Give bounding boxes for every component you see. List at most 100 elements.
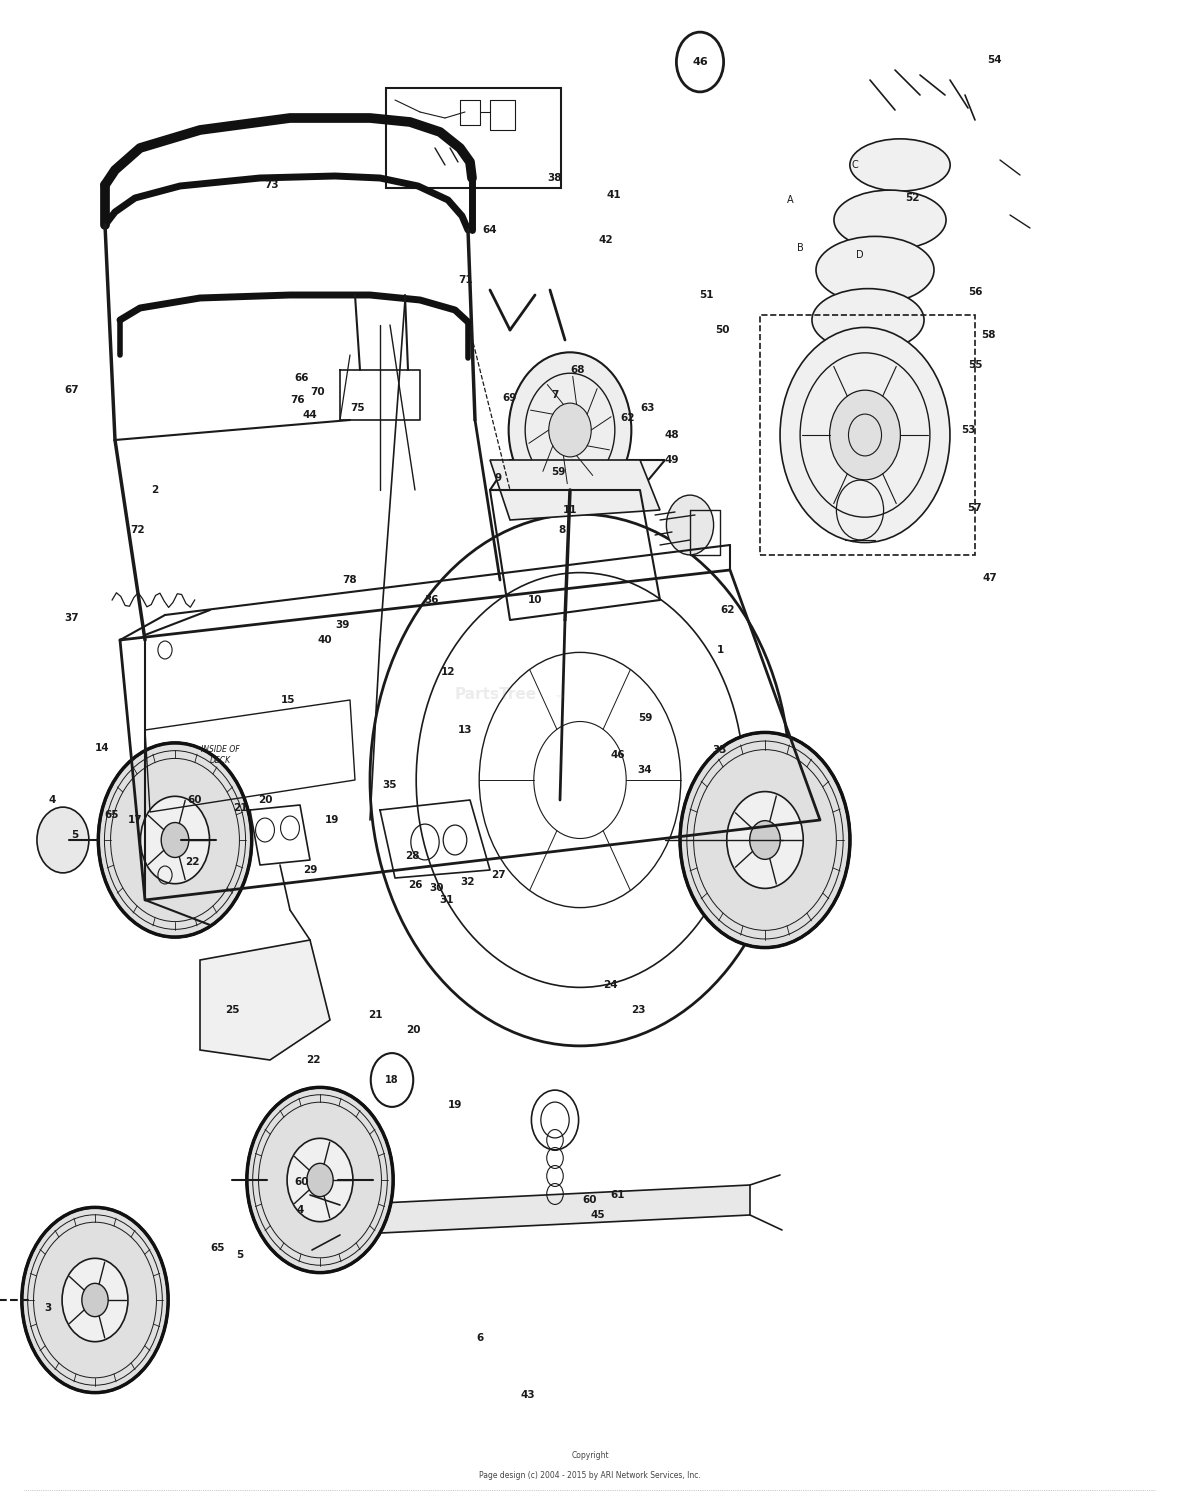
Circle shape [307,1164,333,1197]
Polygon shape [490,460,666,490]
Text: 71: 71 [459,275,473,285]
Text: 6: 6 [477,1333,484,1343]
Text: 4: 4 [296,1206,303,1215]
Text: 29: 29 [303,865,317,875]
Text: 64: 64 [483,226,497,235]
Text: 34: 34 [637,765,653,775]
Polygon shape [490,460,660,520]
Text: 21: 21 [368,1010,382,1020]
Text: 32: 32 [460,877,476,887]
Circle shape [22,1207,169,1392]
Ellipse shape [834,190,946,249]
Ellipse shape [812,288,924,351]
Text: C: C [852,160,858,170]
Text: 59: 59 [638,713,653,723]
Text: 40: 40 [317,635,333,645]
Polygon shape [340,1185,750,1236]
Text: 72: 72 [131,524,145,535]
Text: A: A [787,196,793,205]
Text: 22: 22 [185,858,199,867]
Circle shape [287,1138,353,1222]
Text: 17: 17 [127,816,143,825]
Text: 60: 60 [295,1177,309,1188]
Text: 63: 63 [641,403,655,412]
Circle shape [63,1258,127,1342]
Text: 78: 78 [342,575,358,586]
Text: 7: 7 [551,390,558,400]
Text: 33: 33 [713,746,727,754]
Bar [760,315,975,554]
Text: 68: 68 [571,365,585,375]
Text: 11: 11 [563,505,577,515]
Text: 36: 36 [425,595,439,605]
Text: 50: 50 [715,326,729,335]
Text: 47: 47 [983,574,997,583]
Polygon shape [199,940,330,1061]
Text: Page design (c) 2004 - 2015 by ARI Network Services, Inc.: Page design (c) 2004 - 2015 by ARI Netwo… [479,1470,701,1479]
Bar [386,88,560,188]
Text: 18: 18 [385,1076,399,1085]
Text: 46: 46 [693,57,708,67]
Text: 66: 66 [295,374,309,382]
Text: 22: 22 [306,1055,320,1065]
Text: 31: 31 [440,895,454,905]
Text: 52: 52 [905,193,919,203]
Circle shape [749,820,780,859]
Text: 59: 59 [551,468,565,477]
Circle shape [37,807,88,872]
Text: 19: 19 [448,1100,463,1110]
Ellipse shape [850,139,950,191]
Text: 38: 38 [548,173,562,182]
Circle shape [549,403,591,457]
Text: 26: 26 [408,880,422,890]
Text: B: B [796,244,804,252]
Text: 21: 21 [232,802,248,813]
Text: 20: 20 [257,795,273,805]
Text: 3: 3 [45,1303,52,1313]
Text: 45: 45 [591,1210,605,1221]
Text: 27: 27 [491,870,505,880]
Text: 65: 65 [105,810,119,820]
Text: 15: 15 [281,695,295,705]
Text: D: D [857,249,864,260]
Text: 25: 25 [224,1005,240,1014]
Circle shape [727,792,804,889]
Text: 54: 54 [988,55,1002,66]
Circle shape [98,743,251,937]
Text: 13: 13 [458,725,472,735]
Text: 43: 43 [520,1389,536,1400]
Circle shape [162,823,189,858]
Text: 62: 62 [721,605,735,616]
Text: 10: 10 [527,595,543,605]
Text: 41: 41 [607,190,622,200]
Circle shape [81,1283,109,1316]
Text: 9: 9 [494,474,501,483]
Text: 51: 51 [699,290,713,300]
Text: 24: 24 [603,980,617,991]
Circle shape [830,390,900,480]
Circle shape [680,732,850,947]
Text: 28: 28 [405,852,419,861]
Circle shape [780,327,950,542]
Text: 44: 44 [302,409,317,420]
Text: 1: 1 [716,645,723,654]
Text: 49: 49 [664,456,680,465]
Text: 39: 39 [335,620,349,630]
Text: 20: 20 [406,1025,420,1035]
Text: 60: 60 [188,795,202,805]
Text: ™: ™ [555,693,564,702]
Text: 57: 57 [968,503,982,512]
Text: 14: 14 [94,743,110,753]
Text: 65: 65 [211,1243,225,1253]
Ellipse shape [808,339,912,396]
Text: 35: 35 [382,780,398,790]
Text: 30: 30 [430,883,444,893]
Text: 53: 53 [961,424,975,435]
Text: 5: 5 [71,831,79,840]
Text: 67: 67 [65,385,79,394]
Ellipse shape [817,236,935,303]
Text: 46: 46 [611,750,625,760]
Text: 61: 61 [611,1191,625,1200]
Text: 23: 23 [631,1005,645,1014]
Text: 12: 12 [441,666,455,677]
